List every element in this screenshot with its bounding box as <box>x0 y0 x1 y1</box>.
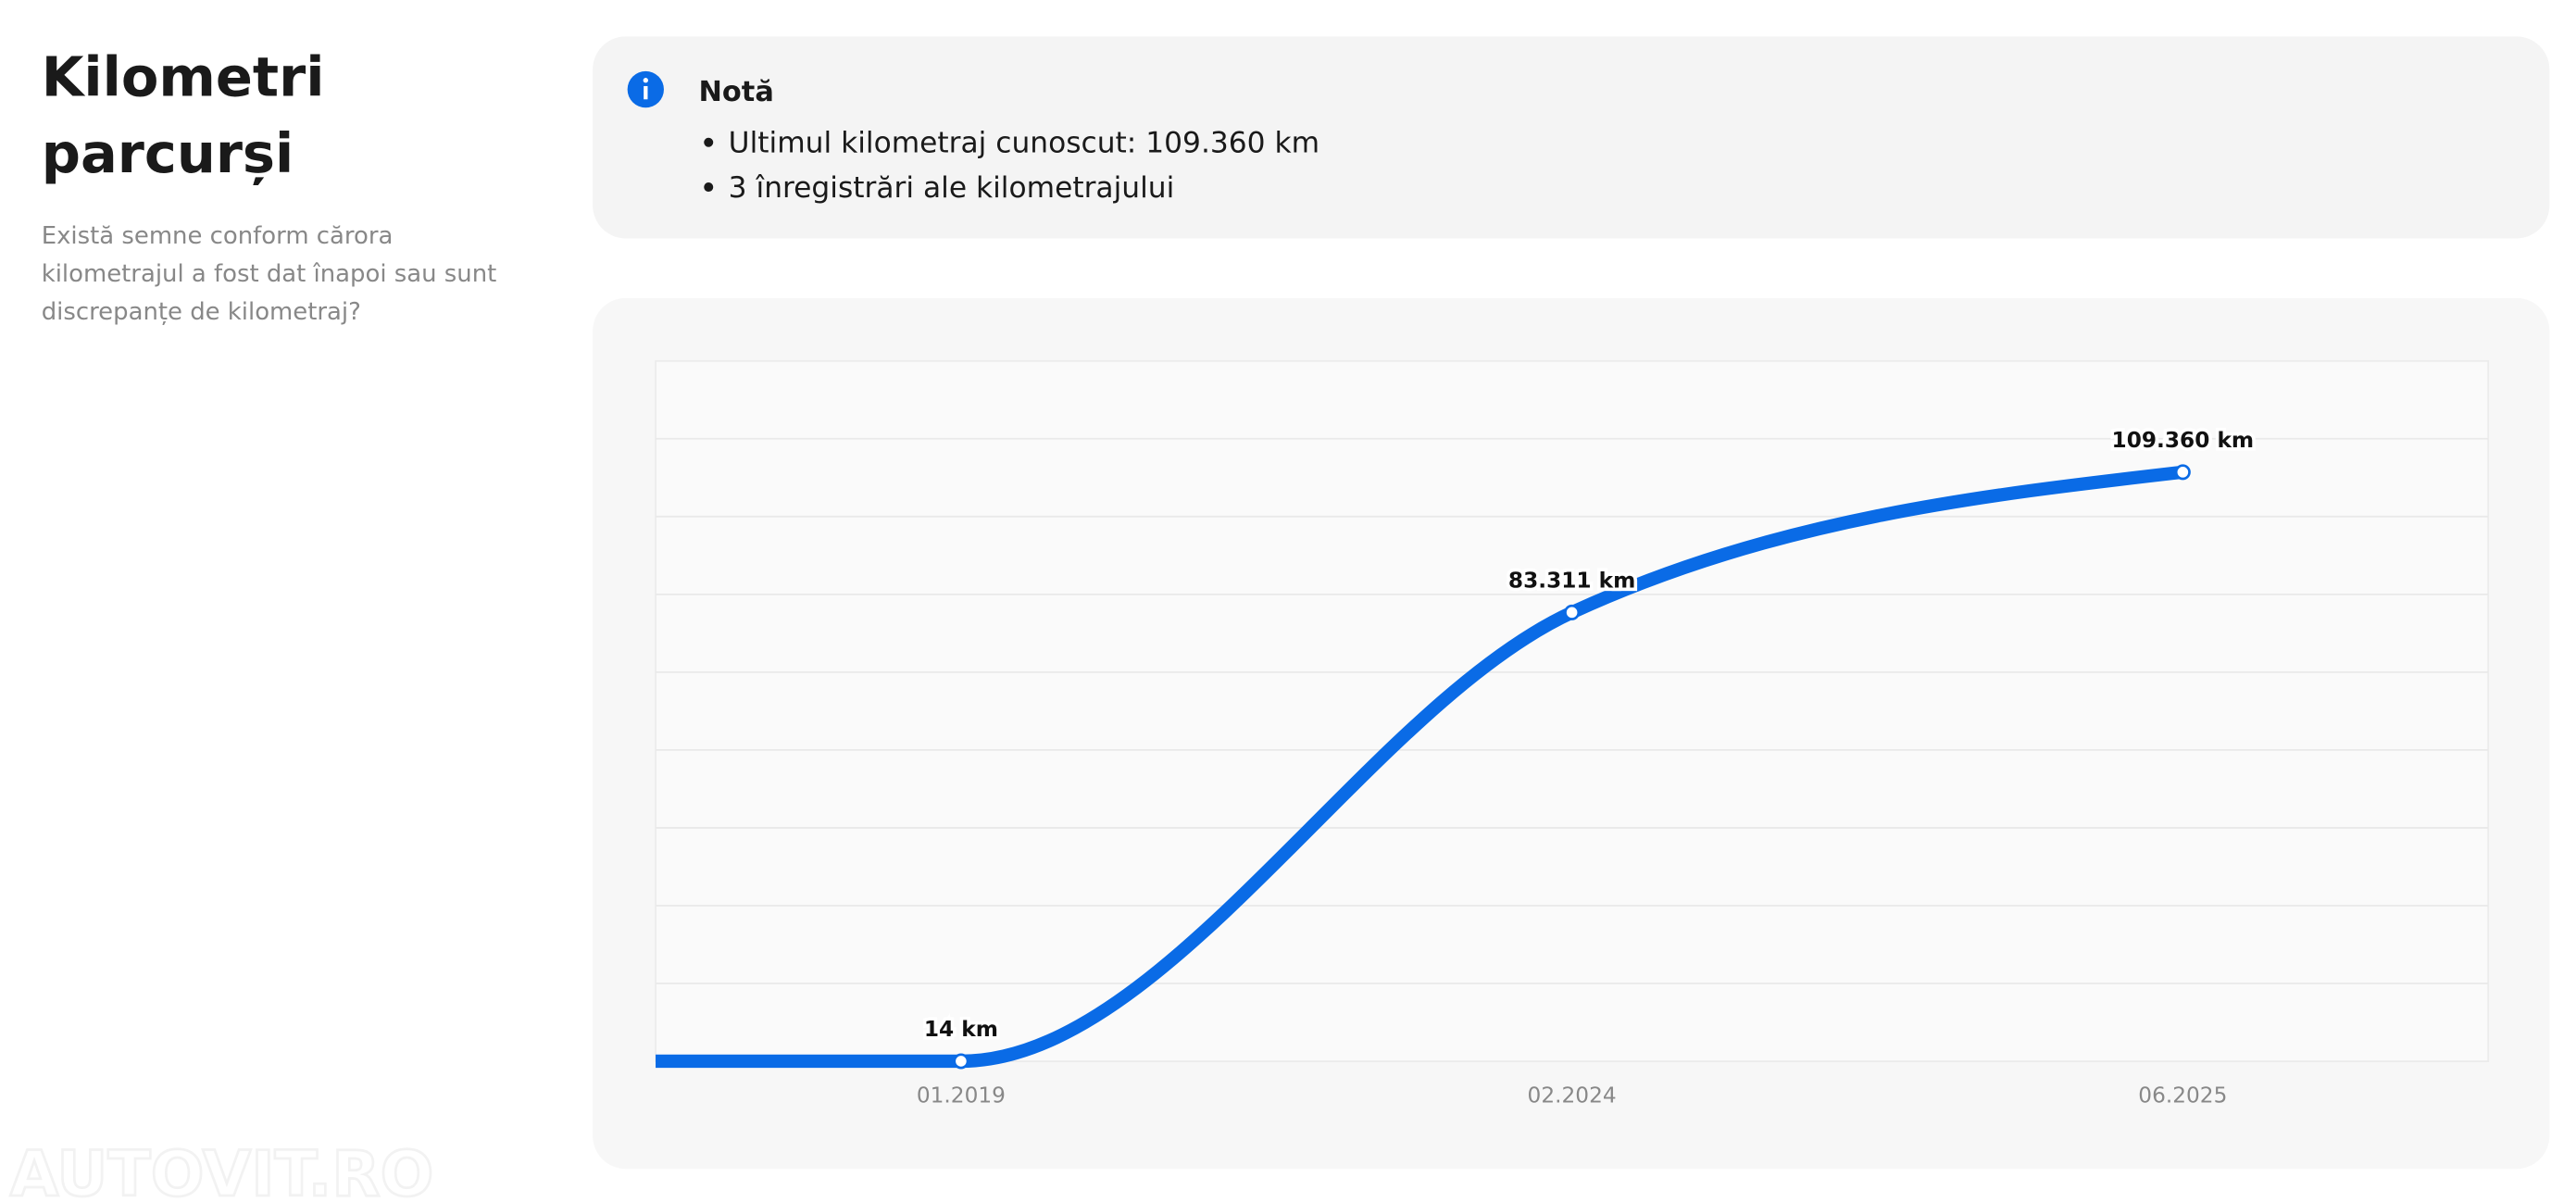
note-title: Notă <box>699 76 774 108</box>
description: kilometrajul a fost dat înapoi sau sunt <box>42 260 497 288</box>
value-label: 14 km <box>924 1017 998 1042</box>
value-label: 83.311 km <box>1508 569 1635 594</box>
bullet <box>704 137 714 147</box>
heading: Kilometri <box>42 45 325 109</box>
bullet <box>704 182 714 193</box>
point <box>2174 464 2191 481</box>
description: Există semne conform cărora <box>42 222 394 250</box>
line <box>954 465 2190 1069</box>
x-tick-label: 02.2024 <box>1528 1083 1617 1108</box>
note-item: 3 înregistrări ale kilometrajului <box>729 171 1175 205</box>
x-tick-label: 01.2019 <box>917 1083 1006 1108</box>
description: discrepanțe de kilometraj? <box>42 298 361 326</box>
info-icon-dot <box>643 78 648 83</box>
value-label: 109.360 km <box>2112 428 2255 453</box>
plot-area <box>655 359 2490 1062</box>
point <box>1564 604 1581 620</box>
note-box <box>593 36 2550 239</box>
info-icon-bar <box>644 85 648 100</box>
note-item: Ultimul kilometraj cunoscut: 109.360 km <box>729 126 1319 159</box>
heading: parcurși <box>42 121 294 185</box>
watermark: AUTOVIT.RO <box>10 1138 434 1202</box>
x-tick-label: 06.2025 <box>2138 1083 2227 1108</box>
point <box>953 1053 969 1070</box>
chart: 01.2019 02.2024 06.2025 14 km 83.311 km 109.3… <box>656 424 2489 1108</box>
